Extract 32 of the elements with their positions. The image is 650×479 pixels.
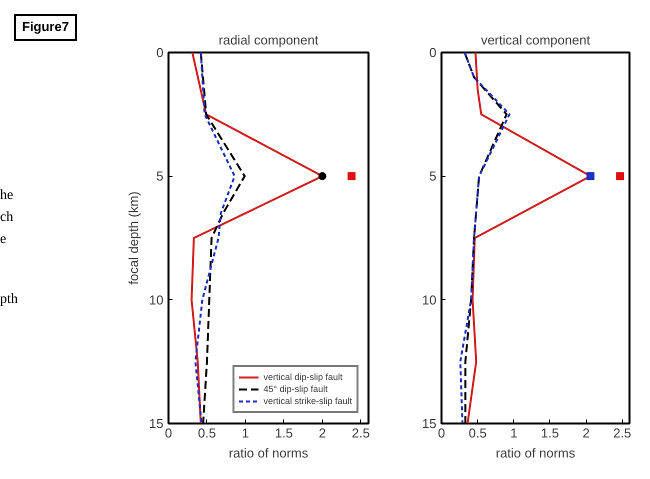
y-tick-label: 15 bbox=[149, 416, 164, 431]
x-tick-label: 2 bbox=[582, 426, 590, 440]
y-tick-label: 0 bbox=[429, 45, 437, 60]
line-series bbox=[194, 52, 236, 424]
x-tick-label: 1 bbox=[510, 426, 518, 440]
y-tick-label: 0 bbox=[156, 45, 164, 60]
y-axis-title: focal depth (km) bbox=[126, 191, 142, 285]
chart-title: radial component bbox=[218, 32, 319, 48]
y-tick-label: 15 bbox=[422, 416, 437, 431]
x-tick-label: 2.5 bbox=[352, 426, 370, 440]
x-tick-label: 1.5 bbox=[274, 426, 293, 440]
x-tick-label: 2.5 bbox=[613, 426, 632, 440]
text: he bbox=[0, 187, 14, 205]
x-axis-title: ratio of norms bbox=[228, 446, 309, 460]
text: ch bbox=[0, 209, 14, 227]
text: pth bbox=[0, 291, 18, 309]
text: e bbox=[0, 231, 6, 249]
legend-label: 45° dip-slip fault bbox=[263, 383, 328, 395]
caption: Figure7 bbox=[14, 14, 77, 41]
y-tick-label: 10 bbox=[149, 292, 164, 308]
y-tick-label: 5 bbox=[429, 168, 437, 184]
x-axis-title: ratio of norms bbox=[496, 446, 576, 460]
y-tick-label: 10 bbox=[422, 292, 437, 308]
chart-title: vertical component bbox=[480, 32, 590, 48]
legend-label: vertical dip-slip fault bbox=[263, 371, 342, 383]
y-tick-label: 5 bbox=[156, 168, 164, 184]
x-tick-label: 1.5 bbox=[540, 426, 560, 440]
x-tick-label: 0.5 bbox=[468, 426, 487, 440]
legend-label: vertical strike-slip fault bbox=[263, 395, 352, 407]
x-tick-label: 1 bbox=[242, 426, 250, 440]
x-tick-label: 2 bbox=[318, 426, 326, 440]
x-tick-label: 0.5 bbox=[198, 426, 216, 440]
